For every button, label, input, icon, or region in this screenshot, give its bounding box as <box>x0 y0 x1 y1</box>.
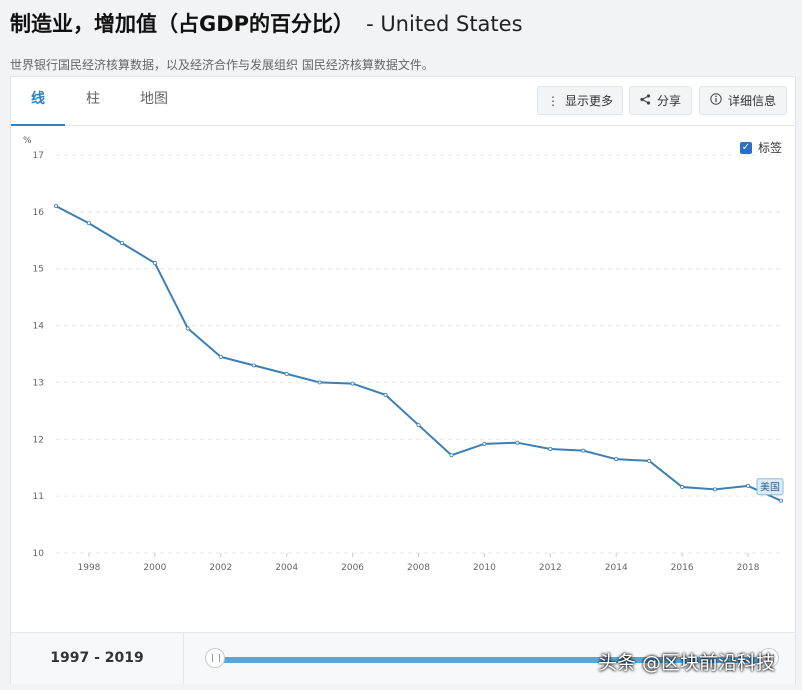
year-range-slider[interactable] <box>216 657 771 663</box>
y-tick-label: 10 <box>33 549 45 559</box>
data-point <box>680 485 685 490</box>
x-tick-label: 2018 <box>737 563 760 573</box>
x-tick-label: 2002 <box>209 563 232 573</box>
series-label-box <box>756 478 784 496</box>
line-chart: % 10 11 12 13 14 15 16 17 1998 2000 2002 2004 2006 200… <box>23 136 784 573</box>
tab-bar[interactable]: 柱 <box>86 91 100 107</box>
data-point <box>482 441 487 446</box>
data-point <box>54 204 59 209</box>
data-point <box>515 440 520 445</box>
data-point <box>647 458 652 463</box>
data-point <box>350 381 355 386</box>
data-point <box>548 446 553 451</box>
data-point <box>119 241 124 246</box>
x-tick-label: 1998 <box>78 563 101 573</box>
data-point <box>614 457 619 462</box>
checkbox-checked-icon[interactable]: ✓ <box>740 141 752 154</box>
x-tick-label: 2008 <box>407 563 430 573</box>
data-point <box>251 363 256 368</box>
info-icon <box>710 93 722 108</box>
data-point <box>152 261 157 266</box>
show-more-button[interactable]: ⋮ 显示更多 <box>537 86 623 115</box>
label-toggle[interactable]: ✓ 标签 <box>740 139 782 156</box>
tab-line[interactable]: 线 <box>11 77 65 126</box>
details-label: 详细信息 <box>727 94 776 108</box>
x-tick-label: 2014 <box>605 563 628 573</box>
show-more-label: 显示更多 <box>564 94 613 108</box>
year-range-label: 1997 - 2019 <box>11 633 184 684</box>
data-point <box>218 354 223 359</box>
y-tick-label: 12 <box>33 435 44 445</box>
x-tick-label: 2006 <box>341 563 364 573</box>
data-point <box>185 326 190 331</box>
data-point <box>416 423 421 428</box>
series-line <box>55 205 782 502</box>
y-axis-unit: % <box>23 136 32 146</box>
watermark-text: 头条 @区块前沿科技 <box>598 652 776 674</box>
y-tick-label: 11 <box>33 492 44 502</box>
range-start: 1997 <box>50 650 90 666</box>
data-point <box>86 221 91 226</box>
x-tick-label: 2000 <box>143 563 166 573</box>
data-point <box>317 380 322 385</box>
details-button[interactable]: 详细信息 <box>699 86 787 115</box>
source-subtitle: 世界银行国民经济核算数据，以及经济合作与发展组织 国民经济核算数据文件。 <box>10 58 434 72</box>
range-end: 2019 <box>104 650 144 666</box>
indicator-title: 制造业，增加值（占GDP的百分比） <box>10 12 355 36</box>
more-vertical-icon: ⋮ <box>546 93 559 108</box>
range-start-handle[interactable] <box>205 648 225 668</box>
data-point <box>449 453 454 458</box>
share-label: 分享 <box>656 94 681 108</box>
tab-map[interactable]: 地图 <box>140 91 168 107</box>
range-end-handle[interactable] <box>759 648 779 668</box>
share-button[interactable]: 分享 <box>629 86 692 115</box>
y-tick-label: 13 <box>33 378 44 388</box>
data-point <box>779 498 784 503</box>
y-tick-label: 15 <box>33 265 44 275</box>
view-tabs: 线 柱 地图 ⋮ 显示更多 分享 详细信息 <box>11 77 795 126</box>
page-title: 制造业，增加值（占GDP的百分比） - United States <box>10 8 792 42</box>
x-tick-label: 2004 <box>275 563 298 573</box>
range-separator: - <box>89 650 105 666</box>
data-point <box>746 483 751 488</box>
series-label: 美国 <box>760 481 780 494</box>
share-icon <box>640 93 651 108</box>
label-toggle-text: 标签 <box>758 141 783 155</box>
data-point <box>284 371 289 376</box>
range-footer: 1997 - 2019 <box>11 632 795 684</box>
y-tick-label: 16 <box>33 208 45 218</box>
y-tick-label: 14 <box>33 322 45 332</box>
country-title: - United States <box>366 12 523 36</box>
chart-panel: 线 柱 地图 ⋮ 显示更多 分享 详细信息 ✓ 标签 % 10 11 12 13 14 15… <box>10 76 796 684</box>
data-point <box>713 487 718 492</box>
y-tick-label: 17 <box>33 151 44 161</box>
data-point <box>581 448 586 453</box>
data-point <box>383 392 388 397</box>
x-tick-label: 2012 <box>539 563 562 573</box>
x-tick-label: 2010 <box>473 563 496 573</box>
x-tick-label: 2016 <box>671 563 694 573</box>
